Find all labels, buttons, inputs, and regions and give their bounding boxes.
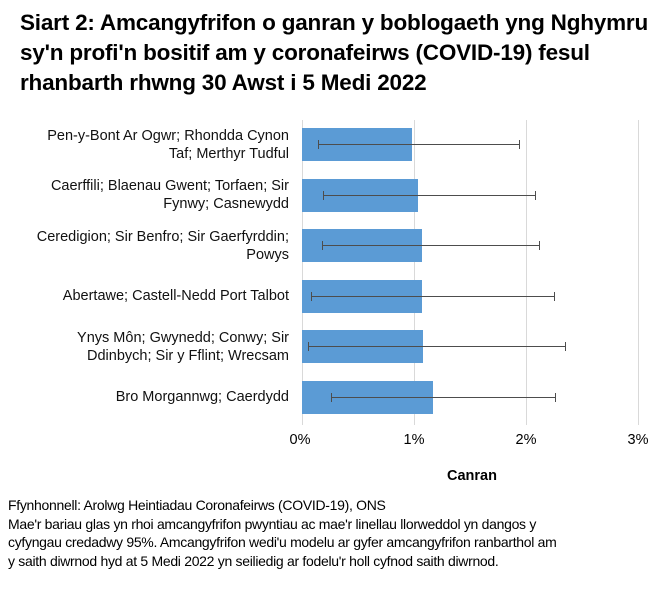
error-bar: [331, 397, 556, 398]
category-label-line: Bro Morgannwg; Caerdydd: [115, 389, 289, 405]
error-bar-cap: [554, 291, 555, 301]
category-label: Caerffili; Blaenau Gwent; Torfaen; Sir F…: [0, 177, 289, 213]
chart-title: Siart 2: Amcangyfrifon o ganran y boblog…: [20, 10, 649, 95]
footnote-line: y saith diwrnod hyd at 5 Medi 2022 yn se…: [8, 552, 499, 569]
error-bar-cap: [322, 241, 324, 251]
gridline-1: [414, 120, 415, 425]
x-tick-1: 1%: [403, 432, 425, 448]
error-bar: [323, 194, 535, 196]
category-label-line: Ceredigion; Sir Benfro; Sir Gaerfyrddin;: [36, 229, 289, 245]
category-label-line: Taf; Merthyr Tudful: [168, 146, 289, 162]
error-bar-cap: [310, 291, 312, 301]
category-label-line: Abertawe; Castell-Nedd Port Talbot: [62, 288, 289, 304]
error-bar: [310, 295, 554, 297]
error-bar-cap: [519, 140, 521, 149]
x-tick-0: 0%: [289, 432, 311, 448]
category-label: Pen-y-Bont Ar Ogwr; Rhondda Cynon Taf; M…: [0, 127, 289, 163]
gridline-3: [638, 120, 639, 425]
footnote-line: Mae'r bariau glas yn rhoi amcangyfrifon …: [8, 515, 537, 532]
category-label-line: Caerffili; Blaenau Gwent; Torfaen; Sir: [50, 178, 289, 194]
category-label-line: Fynwy; Casnewydd: [163, 196, 289, 212]
x-tick-3: 3%: [627, 432, 649, 448]
category-label: Bro Morgannwg; Caerdydd: [0, 388, 289, 406]
category-label: Abertawe; Castell-Nedd Port Talbot: [0, 287, 289, 305]
error-bar: [307, 346, 566, 348]
source-note: Ffynhonnell: Arolwg Heintiadau Coronafei…: [8, 497, 386, 513]
category-label-line: Ynys Môn; Gwynedd; Conwy; Sir: [77, 330, 289, 346]
category-label-line: Ddinbych; Sir y Fflint; Wrecsam: [87, 348, 289, 364]
category-label: Ceredigion; Sir Benfro; Sir Gaerfyrddin;…: [0, 228, 289, 264]
error-bar-cap: [323, 190, 325, 200]
category-label-line: Powys: [246, 247, 289, 263]
error-bar: [322, 245, 540, 247]
gridline-0: [302, 120, 303, 425]
chart-footer: Ffynhonnell: Arolwg Heintiadau Coronafei…: [8, 496, 658, 570]
error-bar: [317, 144, 520, 145]
error-bar-cap: [331, 393, 333, 402]
footnote-line: cyfyngau credadwy 95%. Amcangyfrifon wed…: [8, 534, 557, 550]
error-bar-cap: [555, 393, 557, 402]
error-bar-cap: [317, 140, 319, 149]
gridline-2: [526, 120, 527, 425]
category-label-line: Pen-y-Bont Ar Ogwr; Rhondda Cynon: [47, 128, 289, 144]
chart-plot-area: 0% 1% 2% 3% Canran Pen-y-Bont Ar Ogwr; R…: [0, 120, 649, 484]
category-label: Ynys Môn; Gwynedd; Conwy; Sir Ddinbych; …: [0, 329, 289, 365]
error-bar-cap: [565, 342, 567, 352]
error-bar-cap: [307, 342, 309, 352]
error-bar-cap: [534, 190, 536, 200]
x-tick-2: 2%: [515, 432, 537, 448]
error-bar-cap: [539, 241, 541, 251]
x-axis-label: Canran: [447, 468, 497, 484]
